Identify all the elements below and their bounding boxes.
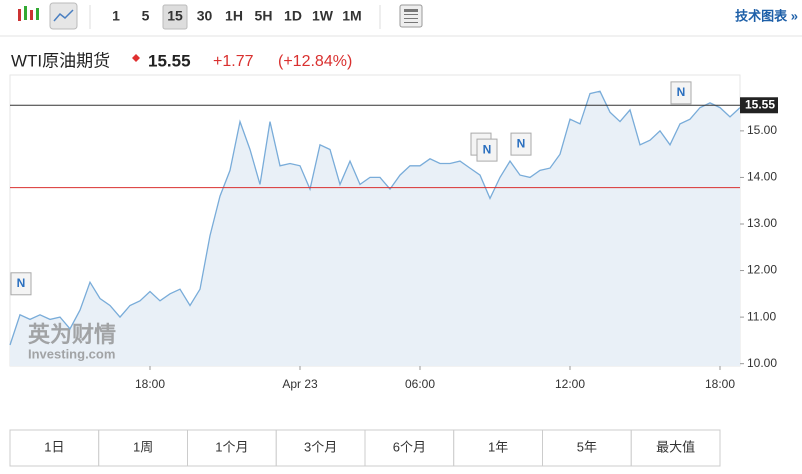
y-tick-label: 11.00 xyxy=(747,309,776,323)
y-tick-label: 13.00 xyxy=(747,216,777,230)
x-tick-label: 12:00 xyxy=(555,377,585,391)
timeframe-button[interactable]: 1H xyxy=(225,8,243,24)
y-tick-label: 10.00 xyxy=(747,356,777,370)
news-flag[interactable] xyxy=(510,132,532,156)
news-flag-label: N xyxy=(17,276,26,290)
news-flag[interactable] xyxy=(10,272,32,296)
x-tick-label: 06:00 xyxy=(405,377,435,391)
range-button-label: 3个月 xyxy=(304,439,337,454)
timeframe-button[interactable]: 5 xyxy=(142,8,150,24)
news-flag-label: N xyxy=(517,136,526,150)
range-button-label: 6个月 xyxy=(393,439,426,454)
range-button-label: 1日 xyxy=(44,439,64,454)
range-button[interactable] xyxy=(630,429,721,467)
news-flag-label: N xyxy=(483,142,492,156)
range-button-label: 1个月 xyxy=(215,439,248,454)
price-line xyxy=(9,90,741,346)
change: +1.77 xyxy=(213,53,254,70)
timeframe-button[interactable]: 5H xyxy=(255,8,273,24)
range-button-label: 最大值 xyxy=(656,439,695,454)
range-button[interactable] xyxy=(275,429,366,467)
news-flag[interactable] xyxy=(670,81,692,105)
candles-icon[interactable] xyxy=(18,6,39,21)
range-button[interactable] xyxy=(364,429,455,467)
range-button-label: 1周 xyxy=(133,439,153,454)
timeframe-button[interactable]: 30 xyxy=(197,8,213,24)
watermark: Investing.com xyxy=(28,346,115,361)
instrument-title: WTI原油期货 xyxy=(11,51,110,70)
timeframe-button[interactable]: 1W xyxy=(312,8,334,24)
news-flag[interactable] xyxy=(476,138,498,162)
up-indicator xyxy=(132,54,140,62)
range-button[interactable] xyxy=(542,429,632,467)
timeframe-button[interactable]: 1M xyxy=(342,8,361,24)
timeframe-button[interactable]: 1 xyxy=(112,8,120,24)
timeframe-button[interactable]: 15 xyxy=(167,8,183,24)
range-button-label: 5年 xyxy=(577,439,597,454)
area xyxy=(10,91,740,367)
range-button[interactable] xyxy=(453,429,543,467)
x-tick-label: 18:00 xyxy=(135,377,165,391)
last-price-label: 15.55 xyxy=(745,97,775,111)
line-icon[interactable] xyxy=(49,2,78,30)
change-percent: (+12.84%) xyxy=(278,53,352,70)
technical-chart-link[interactable]: 技术图表 » xyxy=(735,8,798,23)
active-timeframe-bg xyxy=(162,4,188,30)
range-button[interactable] xyxy=(187,429,277,467)
last-price-tag xyxy=(740,97,778,114)
price: 15.55 xyxy=(148,51,191,70)
y-tick-label: 14.00 xyxy=(747,170,777,184)
news-flag-label: N xyxy=(677,85,686,99)
y-tick-label: 15.00 xyxy=(747,123,777,137)
x-tick-label: Apr 23 xyxy=(282,377,318,391)
timeframe-button[interactable]: 1D xyxy=(284,8,302,24)
table-icon[interactable] xyxy=(399,4,423,28)
x-tick-label: 18:00 xyxy=(705,377,735,391)
range-button-label: 1年 xyxy=(488,439,508,454)
y-tick-label: 12.00 xyxy=(747,263,777,277)
